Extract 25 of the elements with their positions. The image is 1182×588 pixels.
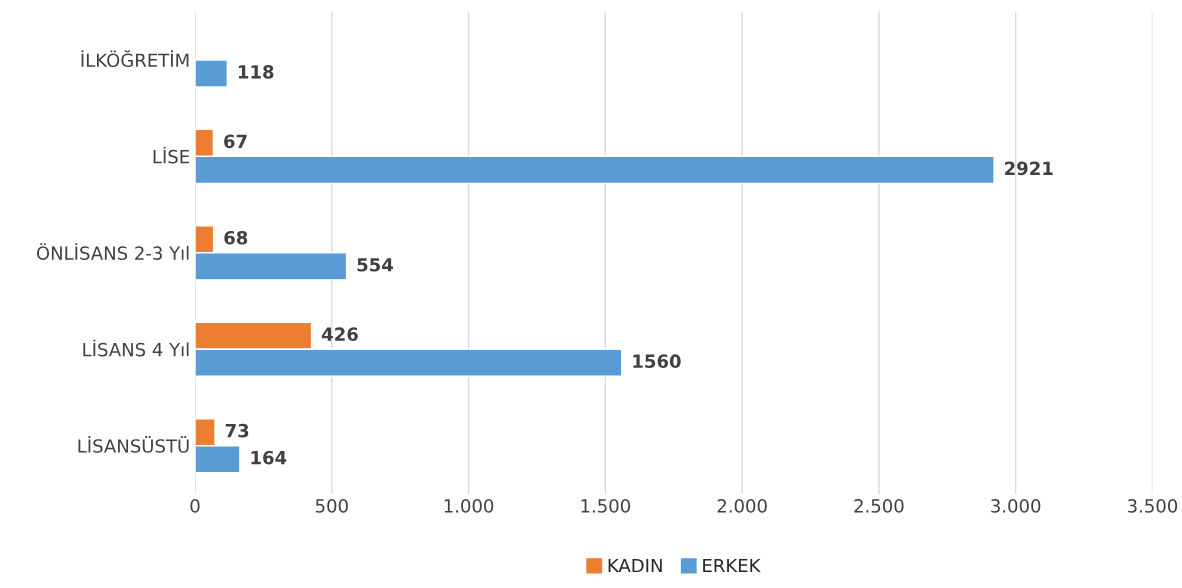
y-tick-label: İLKÖĞRETİM [81, 50, 189, 68]
y-tick-label: LİSANS 4 Yıl [83, 339, 189, 357]
bar [195, 59, 229, 88]
data-label: 68 [224, 230, 248, 245]
data-label: 118 [238, 65, 274, 79]
data-label: 426 [321, 327, 358, 342]
x-tick-label: 3.500 [1127, 499, 1178, 513]
legend-label: KADIN [608, 558, 662, 573]
data-label: 67 [224, 134, 247, 149]
data-label: 1560 [633, 354, 681, 369]
y-tick-label: ÖNLİSANS 2-3 Yıl [36, 243, 189, 260]
x-tick-label: 1.500 [581, 499, 630, 513]
x-tick-label: 1.000 [444, 499, 494, 513]
x-tick-label: 500 [315, 499, 348, 513]
legend-label: ERKEK [703, 558, 761, 573]
y-tick-label: LİSE [153, 146, 190, 164]
x-tick-label: 0 [190, 499, 200, 513]
x-tick-label: 2.000 [717, 499, 767, 513]
data-label: 164 [251, 450, 287, 465]
data-label: 554 [357, 258, 394, 272]
data-label: 2921 [1005, 161, 1053, 176]
y-tick-label: LİSANSÜSTÜ [78, 436, 189, 453]
x-tick-label: 3.000 [991, 499, 1041, 513]
data-label: 73 [225, 423, 249, 438]
x-tick-label: 2.500 [854, 499, 904, 513]
